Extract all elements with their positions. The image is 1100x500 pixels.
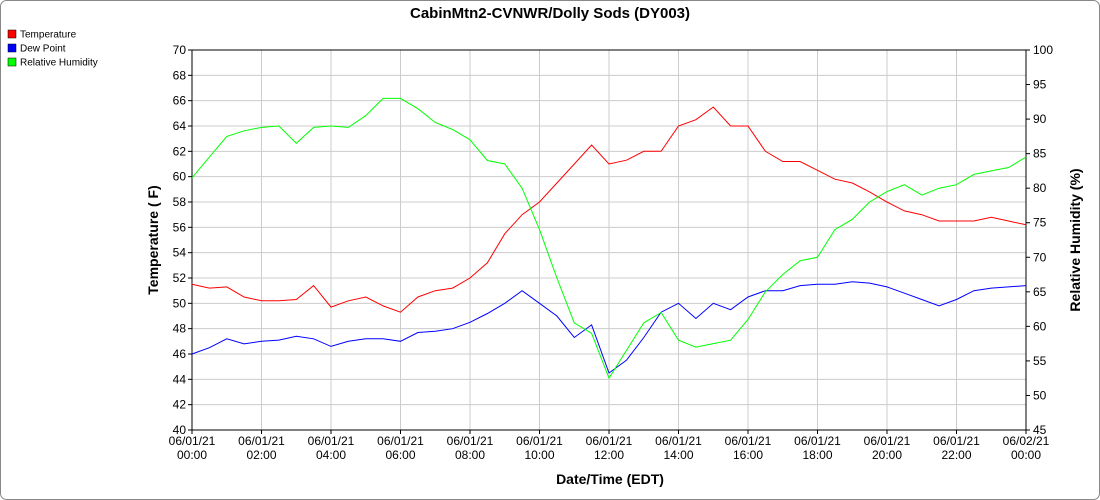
y-tick-label: 70 (173, 43, 187, 57)
y-tick-label: 48 (173, 322, 187, 336)
y2-tick-label: 95 (1033, 78, 1047, 92)
y-tick-label: 46 (173, 347, 187, 361)
plot-border (191, 49, 1027, 431)
y-tick-label: 42 (173, 398, 187, 412)
legend-label: Relative Humidity (20, 58, 98, 69)
x-tick-label: 06/01/21 18:00 (794, 434, 841, 462)
x-tick-label: 06/01/21 20:00 (864, 434, 911, 462)
y2-tick-label: 60 (1033, 319, 1047, 333)
y2-tick-label: 100 (1033, 43, 1053, 57)
y-tick-label: 56 (173, 220, 187, 234)
x-tick-label: 06/01/21 16:00 (725, 434, 772, 462)
x-tick-label: 06/02/21 00:00 (1003, 434, 1050, 462)
x-tick-label: 06/01/21 14:00 (655, 434, 702, 462)
y2-tick-label: 70 (1033, 250, 1047, 264)
x-tick-label: 06/01/21 12:00 (586, 434, 633, 462)
y2-tick-label: 55 (1033, 354, 1047, 368)
x-tick-label: 06/01/21 02:00 (238, 434, 285, 462)
y-axis-label: Temperature ( F) (145, 185, 161, 294)
y2-tick-label: 85 (1033, 147, 1047, 161)
y2-axis-label: Relative Humidity (%) (1067, 168, 1083, 311)
legend-swatch (7, 57, 17, 67)
x-axis-label: Date/Time (EDT) (556, 471, 664, 487)
y-tick-label: 44 (173, 372, 187, 386)
y-tick-label: 50 (173, 296, 187, 310)
legend-label: Temperature (20, 30, 77, 41)
y-tick-label: 54 (173, 246, 187, 260)
x-tick-label: 06/01/21 06:00 (377, 434, 424, 462)
legend-label: Dew Point (20, 44, 66, 55)
y-tick-label: 68 (173, 68, 187, 82)
chart-title: CabinMtn2-CVNWR/Dolly Sods (DY003) (410, 5, 690, 22)
x-tick-label: 06/01/21 04:00 (308, 434, 355, 462)
legend-swatch (7, 43, 17, 53)
x-tick-label: 06/01/21 00:00 (169, 434, 216, 462)
series-line (191, 106, 1027, 313)
y2-tick-label: 80 (1033, 181, 1047, 195)
series-line (191, 97, 1027, 380)
y2-tick-label: 65 (1033, 285, 1047, 299)
y2-tick-label: 75 (1033, 216, 1047, 230)
y-tick-label: 60 (173, 170, 187, 184)
x-tick-label: 06/01/21 08:00 (447, 434, 494, 462)
y-tick-label: 58 (173, 195, 187, 209)
y-tick-label: 52 (173, 271, 187, 285)
x-tick-label: 06/01/21 10:00 (516, 434, 563, 462)
y-tick-label: 62 (173, 144, 187, 158)
y-tick-label: 40 (173, 423, 187, 437)
legend-swatch (7, 29, 17, 39)
y-tick-label: 66 (173, 94, 187, 108)
y2-tick-label: 45 (1033, 423, 1047, 437)
x-tick-label: 06/01/21 22:00 (933, 434, 980, 462)
y2-tick-label: 50 (1033, 388, 1047, 402)
series-line (191, 281, 1027, 374)
y-tick-label: 64 (173, 119, 187, 133)
y2-tick-label: 90 (1033, 112, 1047, 126)
